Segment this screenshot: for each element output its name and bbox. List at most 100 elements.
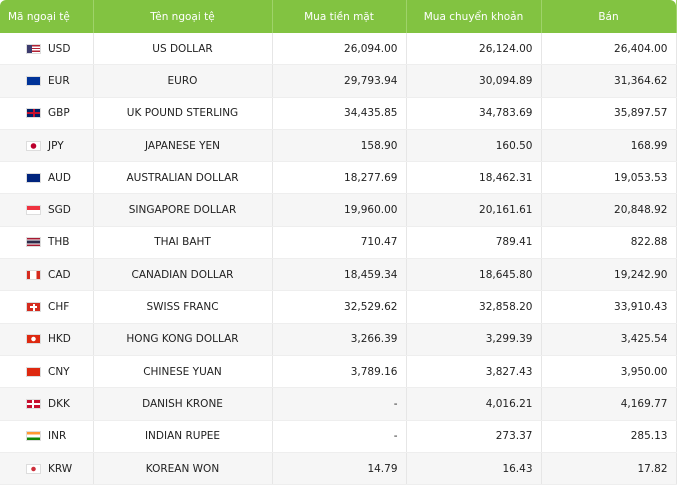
- sell: 35,897.57: [614, 107, 668, 120]
- currency-name-cell: KOREAN WON: [93, 452, 273, 485]
- currency-code: EUR: [48, 74, 70, 87]
- transfer-buy-cell: 30,094.89: [406, 64, 542, 98]
- currency-code-cell: SGD: [0, 193, 94, 227]
- cash-buy: 3,266.39: [350, 333, 398, 346]
- sell-cell: 19,053.53: [541, 161, 677, 195]
- sell: 3,425.54: [620, 333, 668, 346]
- rate-row: KRW KOREAN WON 14.79 16.43 17.82: [0, 452, 677, 485]
- sell: 4,169.77: [620, 397, 668, 410]
- rate-row: INR INDIAN RUPEE - 273.37 285.13: [0, 420, 677, 453]
- cash-buy: -: [393, 430, 398, 443]
- currency-name: KOREAN WON: [145, 462, 220, 475]
- cash-buy-cell: 3,266.39: [272, 323, 407, 356]
- currency-code-cell: JPY: [0, 129, 94, 163]
- currency-code: AUD: [48, 171, 71, 184]
- rate-row: CNY CHINESE YUAN 3,789.16 3,827.43 3,950.00: [0, 355, 677, 389]
- cash-buy: 18,277.69: [344, 171, 398, 184]
- transfer-buy-cell: 273.37: [406, 420, 542, 453]
- currency-name-cell: INDIAN RUPEE: [93, 420, 273, 453]
- transfer-buy: 789.41: [495, 236, 533, 249]
- cash-buy: 32,529.62: [344, 301, 398, 314]
- transfer-buy-cell: 3,827.43: [406, 355, 542, 389]
- currency-name: AUSTRALIAN DOLLAR: [126, 171, 239, 184]
- cash-buy-cell: 158.90: [272, 129, 407, 163]
- flag-icon: [26, 205, 41, 216]
- currency-code: USD: [48, 42, 71, 55]
- sell-cell: 822.88: [541, 226, 677, 260]
- transfer-buy-cell: 16.43: [406, 452, 542, 485]
- sell-cell: 4,169.77: [541, 387, 677, 421]
- cash-buy: 34,435.85: [344, 107, 398, 120]
- transfer-buy-cell: 3,299.39: [406, 323, 542, 356]
- sell: 19,242.90: [614, 268, 668, 281]
- currency-code-cell: USD: [0, 33, 94, 66]
- currency-code: CHF: [48, 301, 70, 314]
- header-row: Mã ngoại tệ Tên ngoại tệ Mua tiền mặt Mua c…: [0, 0, 677, 33]
- currency-code-cell: INR: [0, 420, 94, 453]
- transfer-buy: 26,124.00: [479, 42, 533, 55]
- cash-buy-cell: 34,435.85: [272, 97, 407, 130]
- currency-name-cell: HONG KONG DOLLAR: [93, 323, 273, 356]
- transfer-buy-cell: 34,783.69: [406, 97, 542, 130]
- currency-code-cell: KRW: [0, 452, 94, 485]
- transfer-buy: 3,299.39: [485, 333, 533, 346]
- sell-cell: 3,425.54: [541, 323, 677, 356]
- flag-icon: [26, 334, 41, 345]
- column-header: Tên ngoại tệ: [93, 0, 273, 33]
- transfer-buy: 20,161.61: [479, 204, 533, 217]
- currency-name-cell: CHINESE YUAN: [93, 355, 273, 389]
- sell: 26,404.00: [614, 42, 668, 55]
- rate-row: USD US DOLLAR 26,094.00 26,124.00 26,404.00: [0, 33, 677, 66]
- rate-row: DKK DANISH KRONE - 4,016.21 4,169.77: [0, 387, 677, 421]
- flag-icon: [26, 108, 41, 119]
- transfer-buy-cell: 4,016.21: [406, 387, 542, 421]
- currency-name: JAPANESE YEN: [145, 139, 220, 152]
- cash-buy: 18,459.34: [344, 268, 398, 281]
- currency-code: JPY: [48, 139, 64, 152]
- currency-code: HKD: [48, 333, 71, 346]
- rate-row: CHF SWISS FRANC 32,529.62 32,858.20 33,910.4…: [0, 290, 677, 324]
- currency-code-cell: AUD: [0, 161, 94, 195]
- sell: 3,950.00: [620, 365, 668, 378]
- transfer-buy-cell: 18,462.31: [406, 161, 542, 195]
- transfer-buy: 32,858.20: [479, 301, 533, 314]
- cash-buy-cell: 710.47: [272, 226, 407, 260]
- sell-cell: 20,848.92: [541, 193, 677, 227]
- cash-buy-cell: 14.79: [272, 452, 407, 485]
- currency-code: CNY: [48, 365, 70, 378]
- flag-icon: [26, 43, 41, 54]
- cash-buy: 158.90: [360, 139, 398, 152]
- transfer-buy: 34,783.69: [479, 107, 533, 120]
- cash-buy: -: [393, 397, 398, 410]
- flag-icon: [26, 75, 41, 86]
- rate-row: EUR EURO 29,793.94 30,094.89 31,364.62: [0, 64, 677, 98]
- transfer-buy: 18,645.80: [479, 268, 533, 281]
- currency-name: EURO: [167, 74, 198, 87]
- currency-name-cell: SWISS FRANC: [93, 290, 273, 324]
- rate-row: JPY JAPANESE YEN 158.90 160.50 168.99: [0, 129, 677, 163]
- sell: 20,848.92: [614, 204, 668, 217]
- column-header: Bán: [541, 0, 677, 33]
- currency-name-cell: US DOLLAR: [93, 33, 273, 66]
- transfer-buy-cell: 160.50: [406, 129, 542, 163]
- currency-code-cell: CHF: [0, 290, 94, 324]
- sell: 31,364.62: [614, 74, 668, 87]
- sell: 285.13: [630, 430, 668, 443]
- currency-code-cell: HKD: [0, 323, 94, 356]
- flag-icon: [26, 431, 41, 442]
- currency-code: KRW: [48, 462, 73, 475]
- cash-buy-cell: 29,793.94: [272, 64, 407, 98]
- transfer-buy-cell: 26,124.00: [406, 33, 542, 66]
- sell-cell: 33,910.43: [541, 290, 677, 324]
- transfer-buy-cell: 32,858.20: [406, 290, 542, 324]
- flag-icon: [26, 463, 41, 474]
- currency-name: DANISH KRONE: [142, 397, 223, 410]
- column-header: Mua chuyển khoản: [406, 0, 542, 33]
- rate-row: AUD AUSTRALIAN DOLLAR 18,277.69 18,462.31 19…: [0, 161, 677, 195]
- flag-icon: [26, 269, 41, 280]
- currency-name: SINGAPORE DOLLAR: [128, 204, 237, 217]
- currency-code-cell: GBP: [0, 97, 94, 130]
- table-body: USD US DOLLAR 26,094.00 26,124.00 26,404.00 E…: [0, 33, 677, 485]
- sell-cell: 26,404.00: [541, 33, 677, 66]
